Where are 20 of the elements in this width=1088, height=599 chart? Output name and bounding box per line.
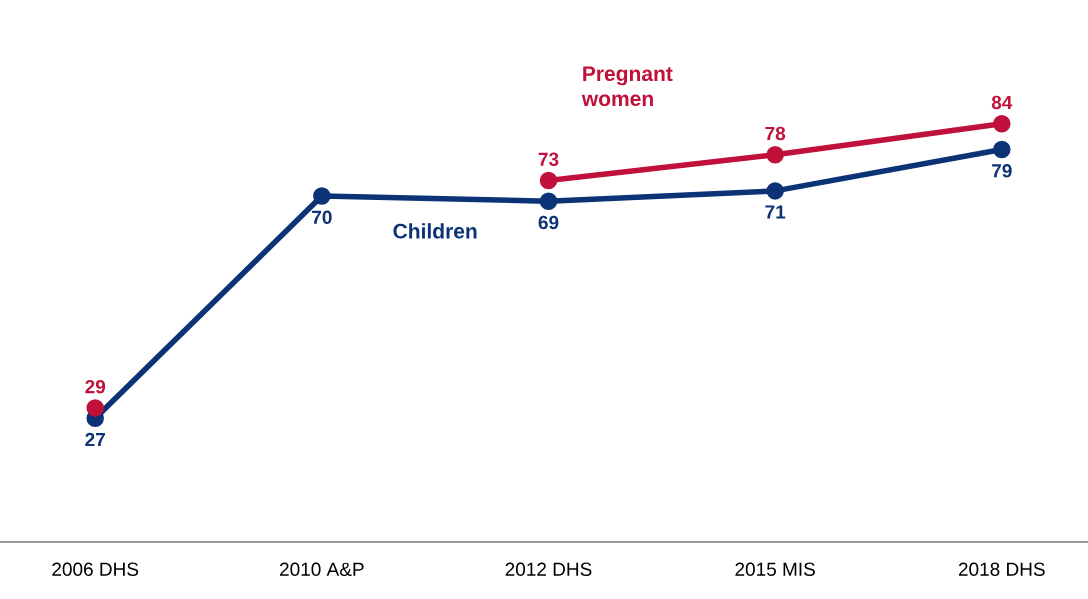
point — [766, 182, 784, 200]
data-label: 84 — [991, 95, 1013, 110]
x-tick-label: 2010 A&P — [280, 562, 364, 576]
data-label: 79 — [992, 164, 1012, 178]
point — [539, 192, 558, 210]
text: Pregnant women — [581, 66, 673, 107]
data-label: 69 — [538, 215, 559, 230]
x-tick-label: 2012 DHS — [505, 562, 592, 576]
data-label: 71 — [765, 205, 786, 219]
data-label: 27 — [85, 432, 105, 447]
data-label: 78 — [765, 126, 786, 141]
data-label: 29 — [85, 379, 106, 394]
point — [313, 187, 331, 205]
x-tick-label: 2006 DHS — [52, 562, 139, 576]
series-label: Children — [393, 223, 477, 239]
x-tick-label: 2015 MIS — [735, 562, 815, 576]
data-label: 70 — [312, 210, 332, 225]
point — [86, 399, 104, 417]
x-tick-label: 2018 DHS — [958, 562, 1045, 576]
data-label: 73 — [538, 152, 559, 167]
